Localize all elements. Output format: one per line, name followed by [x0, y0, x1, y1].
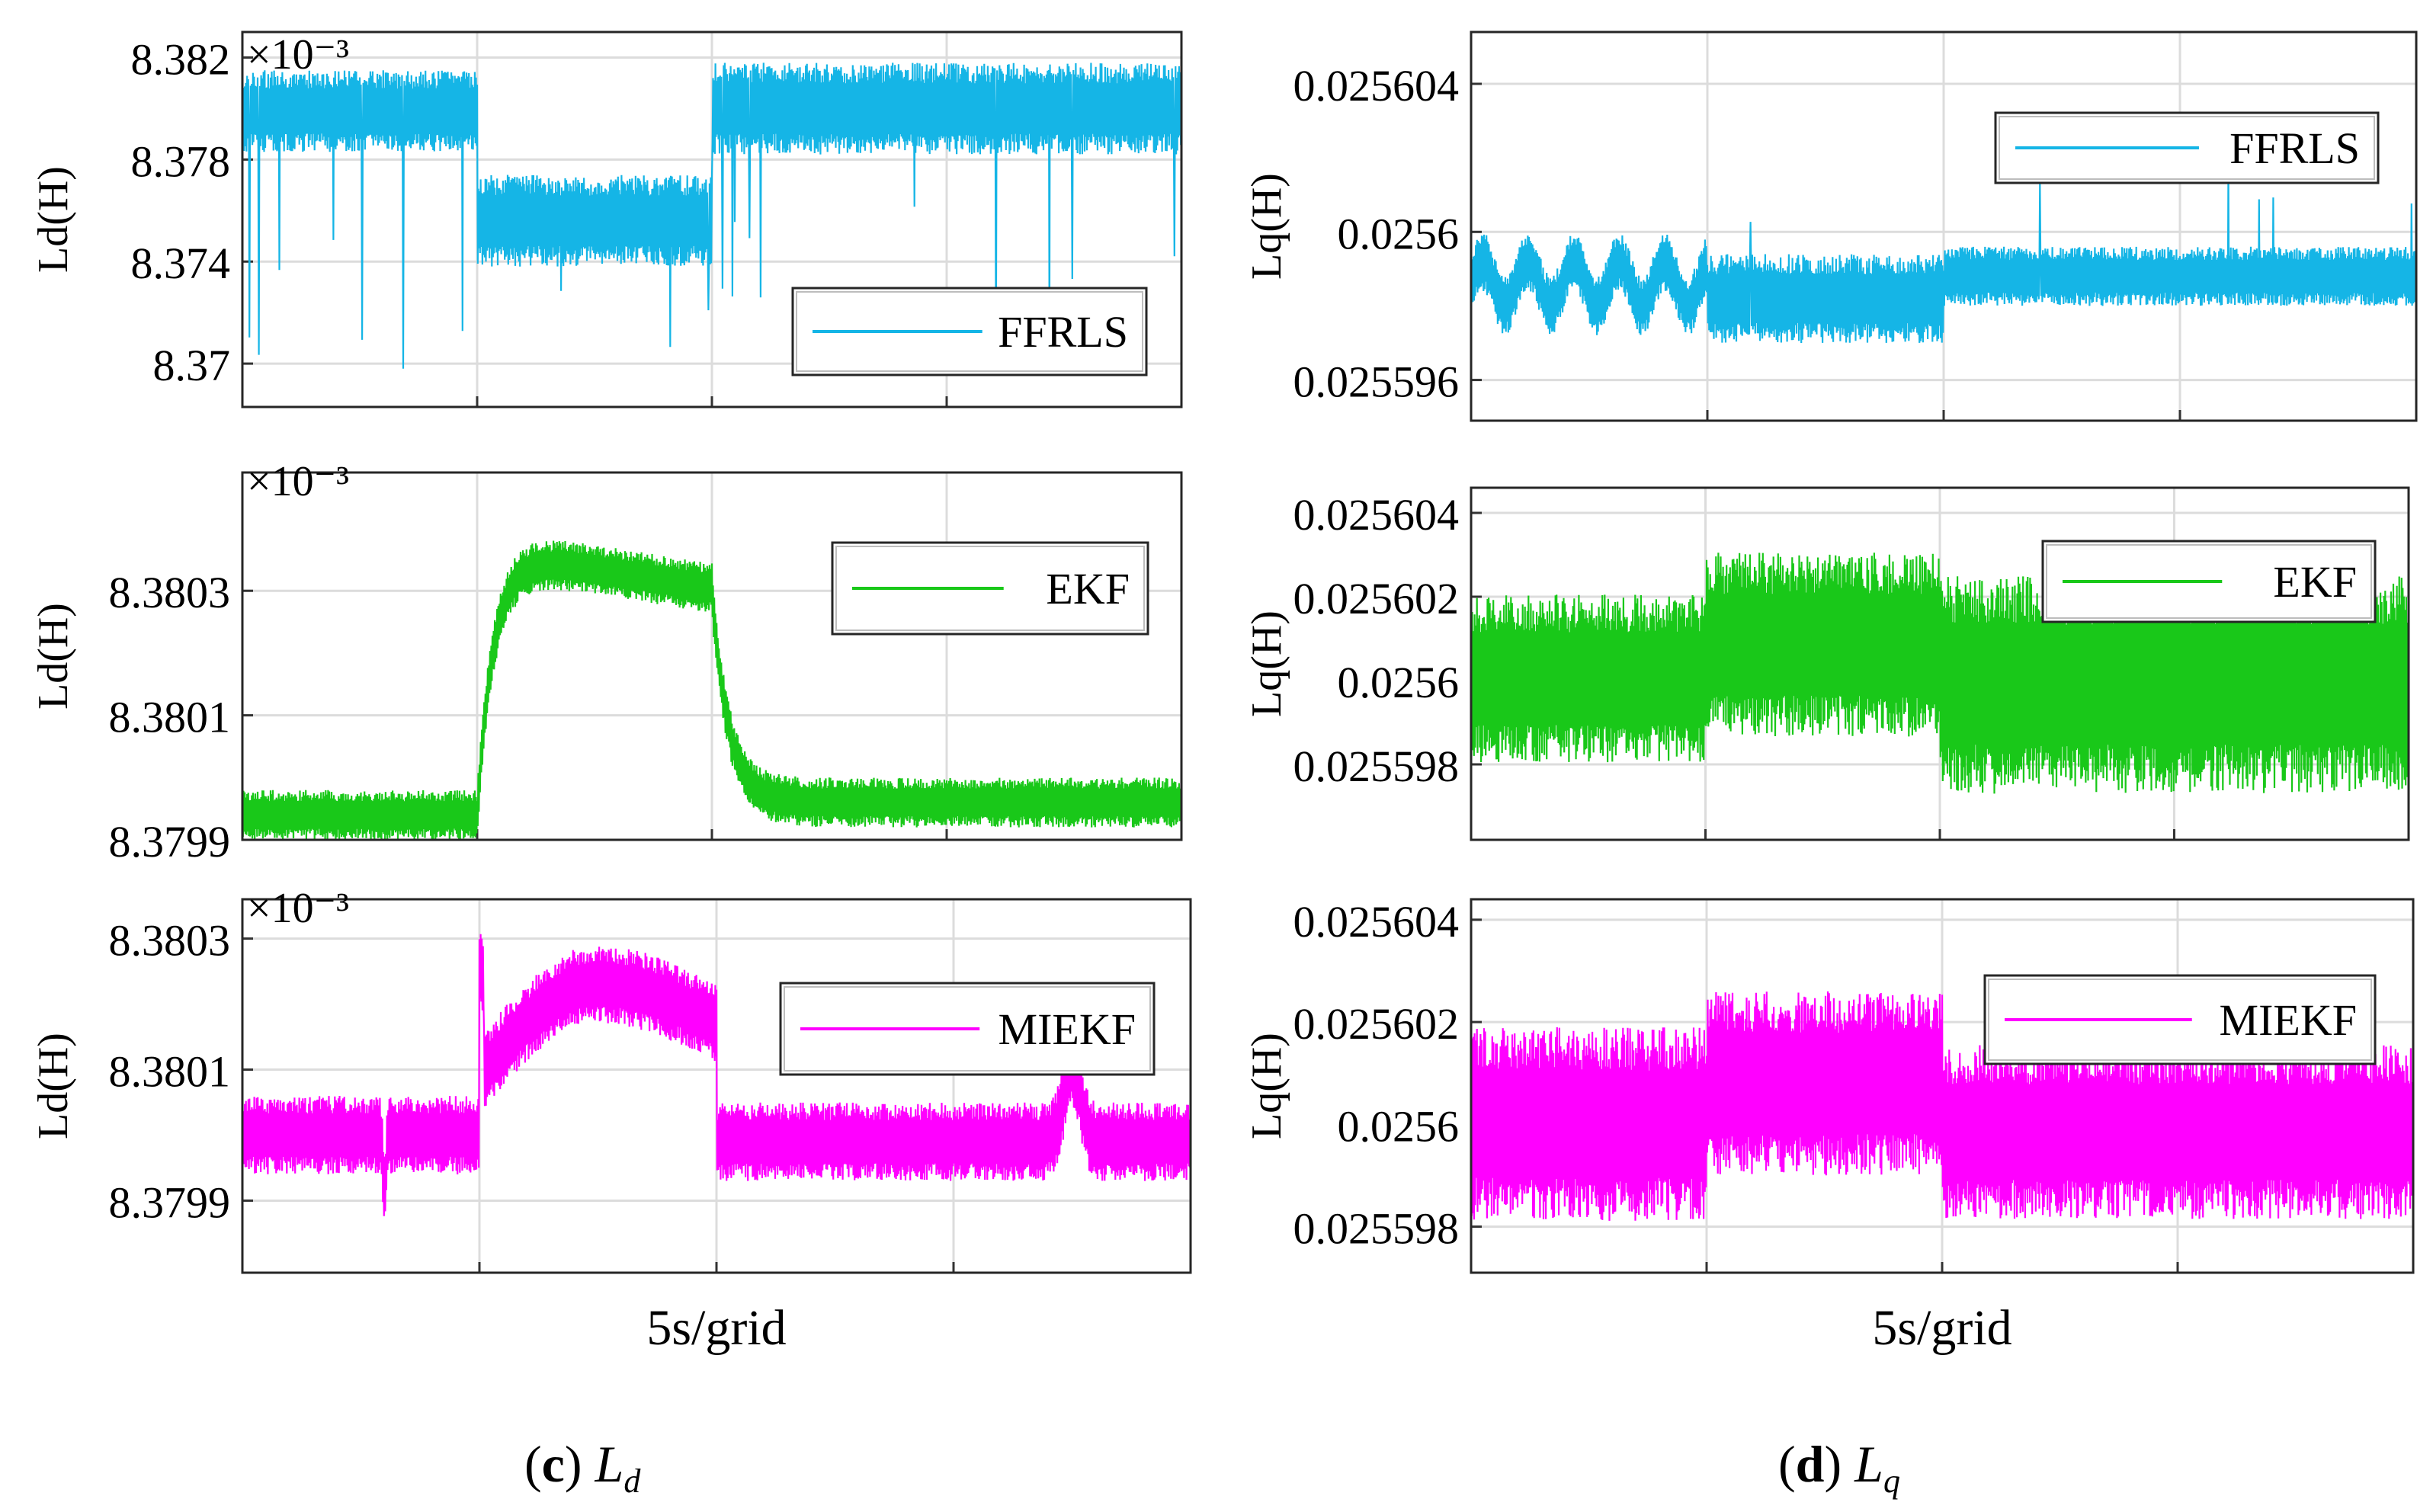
- lq-ekf-ytick-label: 0.0256: [1338, 658, 1460, 707]
- ld-ekf-ytick-label: 8.3799: [109, 817, 231, 867]
- lq-ekf-legend-label: EKF: [2273, 557, 2357, 607]
- ld-ekf-ylabel: Ld(H): [30, 603, 77, 710]
- ld-ekf-axes-frame: [241, 471, 1183, 841]
- lq-ffrls-legend-label: FFRLS: [2229, 123, 2360, 173]
- caption-lq-letter: d: [1795, 1435, 1825, 1493]
- ld-ekf-series-line: [241, 540, 1183, 841]
- ld-ffrls-legend-label: FFRLS: [998, 307, 1128, 357]
- lq-miekf-xlabel: 5s/grid: [1872, 1300, 2011, 1356]
- ld-miekf-axes-frame: [241, 898, 1192, 1274]
- ld-ffrls-ytick-label: 8.382: [131, 34, 231, 84]
- lq-miekf-ytick-label: 0.025602: [1293, 999, 1460, 1049]
- ld-miekf-exponent-label: ×10⁻³: [247, 885, 349, 932]
- lq-miekf-ytick-label: 0.0256: [1338, 1101, 1460, 1151]
- lq-miekf-legend-inner: [1988, 979, 2372, 1061]
- lq-ekf-ytick-label: 0.025602: [1293, 574, 1460, 623]
- lq-miekf-ylabel: Lq(H): [1243, 1033, 1290, 1139]
- lq-ffrls-legend-inner: [1999, 116, 2375, 180]
- ld-miekf-ytick-label: 8.3801: [109, 1047, 231, 1097]
- lq-ekf-series-line: [1470, 553, 2410, 794]
- lq-ffrls-ytick-label: 0.025604: [1293, 61, 1460, 111]
- ld-miekf-legend-inner: [784, 986, 1151, 1072]
- ld-miekf-legend-label: MIEKF: [999, 1004, 1136, 1054]
- ld-ffrls-axes-frame: [241, 30, 1183, 408]
- caption-lq-symbol: L: [1854, 1435, 1883, 1493]
- ld-miekf-ytick-label: 8.3803: [109, 916, 231, 966]
- ld-ffrls-ylabel: Ld(H): [30, 166, 77, 273]
- lq-ffrls-ytick-label: 0.0256: [1338, 209, 1460, 258]
- lq-ekf-legend-inner: [2046, 544, 2372, 619]
- ld-ffrls-series-line: [241, 62, 1183, 371]
- ld-ekf-exponent-label: ×10⁻³: [247, 458, 349, 505]
- lq-miekf-ytick-label: 0.025598: [1293, 1204, 1460, 1254]
- ld-ekf-ytick-label: 8.3801: [109, 693, 231, 742]
- lq-ekf-ylabel: Lq(H): [1243, 610, 1290, 717]
- ld-ffrls-ytick-label: 8.374: [131, 239, 231, 288]
- lq-ekf-axes-frame: [1470, 486, 2410, 841]
- ld-ffrls-ytick-label: 8.37: [153, 341, 231, 390]
- caption-ld-subscript: d: [623, 1462, 641, 1500]
- ld-ekf-legend-inner: [835, 546, 1145, 631]
- lq-miekf-ytick-label: 0.025604: [1293, 897, 1460, 947]
- ld-ekf-legend-label: EKF: [1046, 564, 1130, 613]
- ld-ffrls-legend-inner: [796, 291, 1143, 372]
- lq-miekf-axes-frame: [1470, 898, 2415, 1274]
- lq-ffrls-series-line: [1470, 167, 2418, 344]
- caption-ld-symbol: L: [595, 1435, 624, 1493]
- lq-ffrls-axes-frame: [1470, 30, 2418, 422]
- caption-lq-subscript: q: [1883, 1462, 1900, 1500]
- caption-ld: (c) Ld: [524, 1435, 641, 1500]
- caption-ld-letter: c: [541, 1435, 565, 1493]
- ld-ekf-ytick-label: 8.3803: [109, 568, 231, 617]
- lq-ekf-ytick-label: 0.025598: [1293, 742, 1460, 791]
- lq-ffrls-ylabel: Lq(H): [1243, 173, 1290, 280]
- ld-miekf-ylabel: Ld(H): [30, 1033, 77, 1139]
- lq-ffrls-ytick-label: 0.025596: [1293, 357, 1460, 407]
- ld-ffrls-ytick-label: 8.378: [131, 136, 231, 186]
- lq-ekf-ytick-label: 0.025604: [1293, 490, 1460, 540]
- caption-lq: (d) Lq: [1778, 1435, 1900, 1500]
- ld-ffrls-exponent-label: ×10⁻³: [247, 31, 349, 78]
- lq-miekf-series-line: [1470, 991, 2415, 1221]
- lq-miekf-legend-label: MIEKF: [2220, 995, 2357, 1045]
- ld-miekf-series-line: [241, 934, 1192, 1216]
- ld-miekf-xlabel: 5s/grid: [646, 1300, 786, 1356]
- ld-miekf-ytick-label: 8.3799: [109, 1177, 231, 1227]
